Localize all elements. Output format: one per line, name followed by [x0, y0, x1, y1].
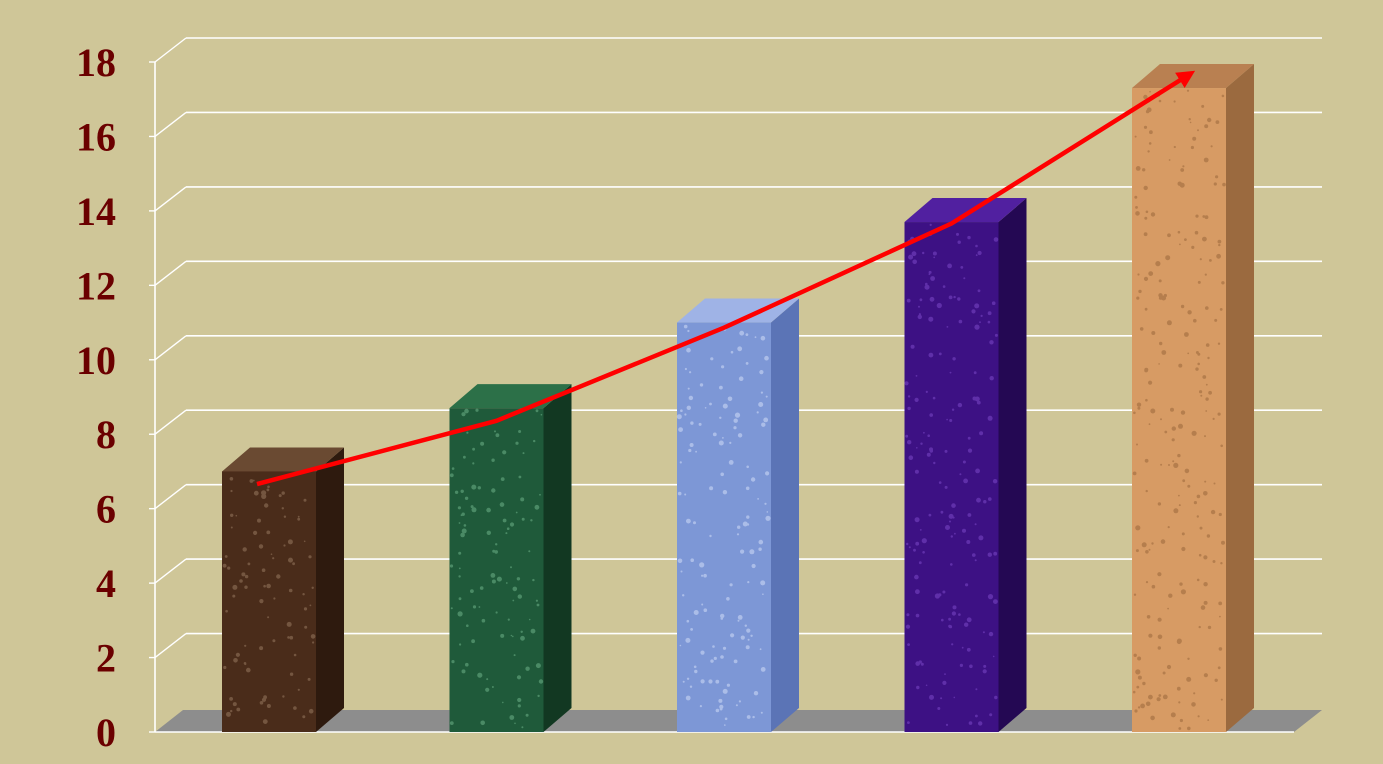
gridline-depth [154, 186, 187, 212]
gridline-depth [154, 484, 187, 510]
bar [449, 384, 572, 732]
bar-texture [904, 223, 999, 727]
bar-top [677, 298, 799, 323]
gridline-depth [154, 335, 187, 361]
bar [222, 447, 344, 732]
bar-front [222, 471, 316, 732]
y-tick-label: 4 [96, 561, 116, 606]
bar [676, 298, 799, 732]
bar-texture [449, 408, 544, 729]
bar-front [449, 408, 544, 732]
bar [1132, 64, 1254, 733]
y-tick-label: 14 [76, 189, 116, 234]
gridline-depth [154, 260, 187, 286]
bar-side [316, 447, 344, 732]
y-tick-label: 0 [96, 710, 116, 755]
gridline-depth [154, 633, 187, 659]
gridline-depth [154, 409, 187, 435]
bar-texture [222, 477, 316, 724]
y-tick-label: 16 [76, 114, 116, 159]
trend-line [256, 70, 1196, 487]
gridline-depth [154, 111, 187, 137]
bar-side [543, 384, 572, 732]
bar-side [771, 298, 799, 732]
bar-side [998, 198, 1027, 733]
y-tick-label: 10 [76, 338, 116, 383]
y-tick-label: 8 [96, 412, 116, 457]
trend-arrow [256, 70, 1196, 487]
bar-front [677, 322, 771, 732]
bar-top [904, 198, 1027, 223]
bar-front [1132, 88, 1226, 733]
y-tick-label: 12 [76, 263, 116, 308]
bar-front [904, 222, 999, 733]
bar-texture [676, 324, 771, 726]
y-tick-label: 6 [96, 487, 116, 532]
bar-top [222, 447, 344, 472]
gridline-depth [154, 558, 187, 584]
gridline-depth [154, 37, 187, 63]
bars [222, 64, 1254, 733]
y-axis: 0 2 4 6 8 10 12 14 16 18 [76, 40, 1294, 755]
y-tick-label: 18 [76, 40, 116, 85]
bar-side [1226, 64, 1254, 733]
bar [904, 198, 1027, 733]
y-tick-label: 2 [96, 636, 116, 681]
